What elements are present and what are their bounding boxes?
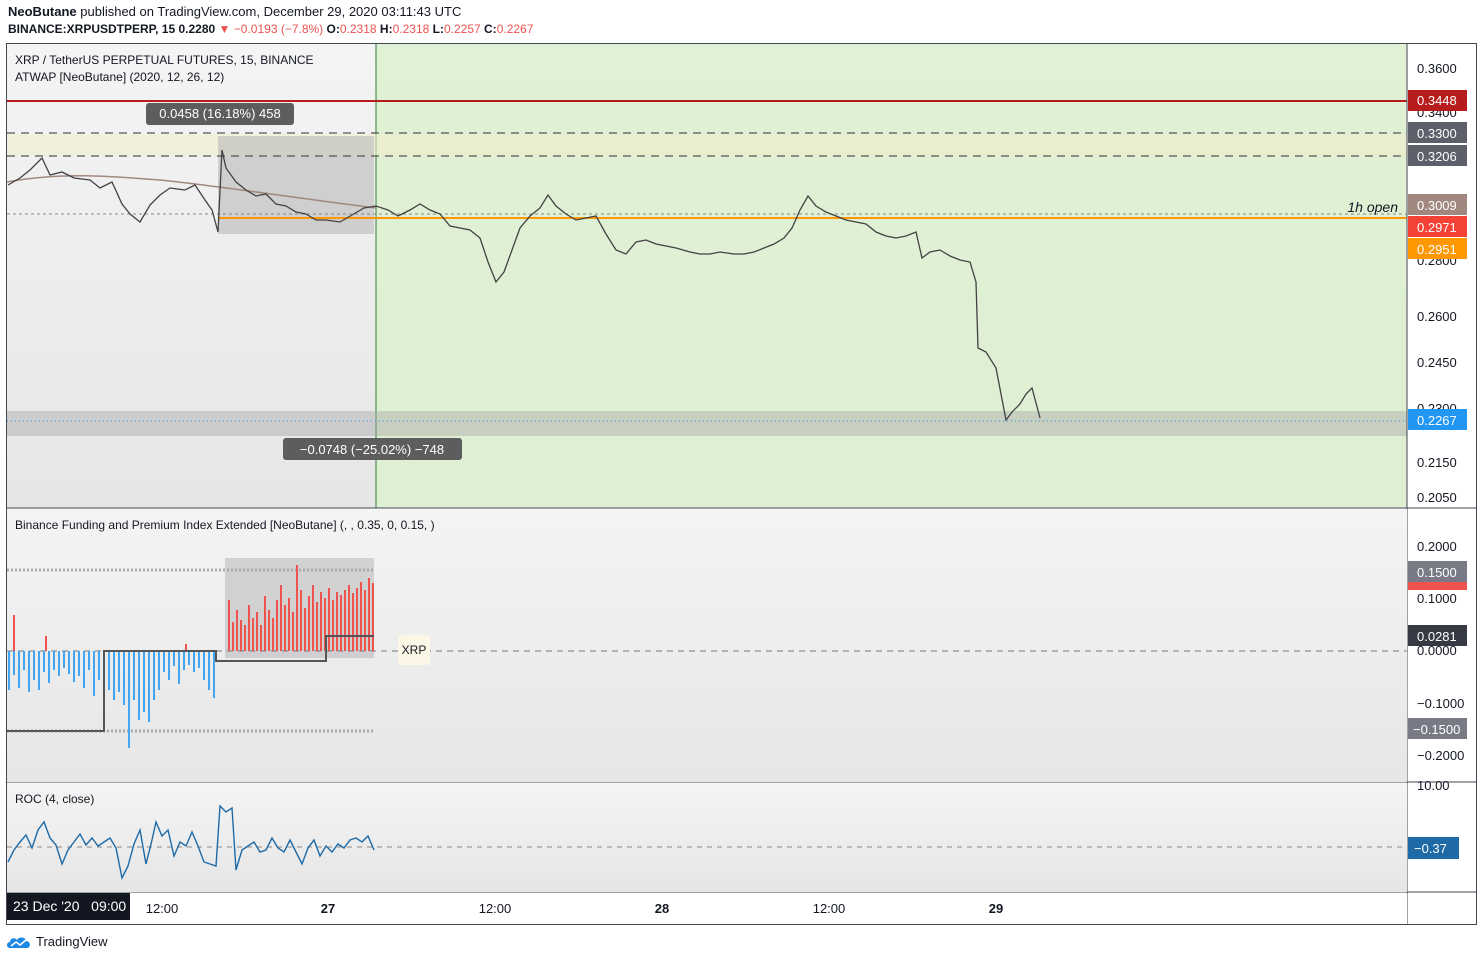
funding-legend[interactable]: Binance Funding and Premium Index Extend…	[15, 518, 435, 532]
time-axis-label: 28	[655, 901, 669, 916]
published-text: published on TradingView.com, December 2…	[80, 4, 462, 19]
measure-label-bottom-bg	[283, 438, 462, 460]
price-axis-label: 0.2450	[1417, 355, 1457, 370]
last-price: 0.2280	[178, 22, 216, 36]
open-value: 0.2318	[339, 22, 377, 36]
price-candles	[7, 149, 1041, 422]
price-axis-label: 0.3600	[1417, 61, 1457, 76]
symbol-tag-bg[interactable]	[398, 635, 430, 665]
roc-badge: −0.37	[1414, 841, 1447, 856]
funding-badge-bg	[1408, 561, 1467, 582]
funding-red-marker	[1408, 580, 1467, 590]
funding-badge: −0.1500	[1413, 722, 1460, 737]
measure-box-top	[218, 136, 374, 234]
roc-pane-background	[7, 783, 1407, 892]
price-badge-bg	[1408, 194, 1467, 215]
roc-legend[interactable]: ROC (4, close)	[15, 792, 95, 806]
funding-badge: 0.1500	[1417, 565, 1457, 580]
price-badge: 0.2951	[1417, 242, 1457, 257]
funding-badge-bg	[1408, 625, 1467, 646]
close-value: 0.2267	[496, 22, 534, 36]
resistance-band	[7, 134, 1407, 156]
time-axis-background[interactable]	[7, 893, 1407, 924]
low-value: 0.2257	[443, 22, 481, 36]
publish-info: NeoButane published on TradingView.com, …	[8, 4, 461, 19]
funding-axis-label: 0.2000	[1417, 539, 1457, 554]
time-cursor-label: 23 Dec '20 09:00	[13, 898, 126, 914]
price-badge-bg	[1408, 90, 1467, 111]
funding-axis-label: −0.2000	[1417, 748, 1464, 763]
funding-badge: 0.0281	[1417, 629, 1457, 644]
price-change: −0.0193 (−7.8%)	[233, 22, 324, 36]
current-range-band	[7, 411, 1407, 436]
price-axis-label: 0.2150	[1417, 455, 1457, 470]
funding-positive-bars	[13, 565, 374, 651]
low-label: L:	[432, 22, 444, 36]
price-badge: 0.3009	[1417, 198, 1457, 213]
price-badge: 0.3300	[1417, 126, 1457, 141]
roc-badge-bg	[1408, 837, 1459, 859]
funding-negative-bars	[8, 651, 215, 748]
close-label: C:	[484, 22, 497, 36]
price-badge-bg	[1408, 122, 1467, 143]
atwap-legend[interactable]: ATWAP [NeoButane] (2020, 12, 26, 12)	[15, 70, 225, 84]
highlight-zone	[376, 44, 1407, 508]
atwap-line	[6, 174, 377, 209]
price-badge-bg	[1408, 238, 1467, 259]
funding-badge-bg	[1408, 718, 1467, 739]
roc-axis-label: 10.00	[1417, 778, 1450, 793]
funding-axis-label: −0.1000	[1417, 696, 1464, 711]
high-label: H:	[379, 22, 393, 36]
funding-pane-background	[7, 509, 1407, 782]
time-axis-label: 12:00	[813, 901, 846, 916]
time-axis-label: 29	[989, 901, 1003, 916]
open-label: O:	[326, 22, 340, 36]
price-badge: 0.3206	[1417, 149, 1457, 164]
time-axis-label: 12:00	[479, 901, 512, 916]
time-axis-label: 12:00	[146, 901, 179, 916]
funding-highlight-box	[225, 558, 374, 658]
author-name[interactable]: NeoButane	[8, 4, 77, 19]
symbol-info: BINANCE:XRPUSDTPERP, 15 0.2280 ▼ −0.0193…	[8, 22, 533, 36]
funding-axis-label: 0.1000	[1417, 591, 1457, 606]
price-badge: 0.2971	[1417, 220, 1457, 235]
price-badge: 0.3448	[1417, 93, 1457, 108]
price-badge-bg	[1408, 409, 1467, 430]
tradingview-logo[interactable]: TradingView	[6, 934, 108, 949]
measure-label-bottom: −0.0748 (−25.02%) −748	[300, 442, 444, 457]
measure-label-top: 0.0458 (16.18%) 458	[159, 106, 280, 121]
funding-axis-label: 0.0000	[1417, 643, 1457, 658]
roc-line	[7, 804, 375, 881]
main-pane-title: XRP / TetherUS PERPETUAL FUTURES, 15, BI…	[15, 53, 314, 67]
funding-step-line	[7, 635, 374, 732]
price-axis-label: 0.2050	[1417, 490, 1457, 505]
price-badge: 0.2267	[1417, 413, 1457, 428]
price-axis-label: 0.2600	[1417, 309, 1457, 324]
symbol-tag[interactable]: XRP	[402, 643, 427, 657]
symbol-label: BINANCE:XRPUSDTPERP, 15	[8, 22, 176, 36]
time-cursor-bg	[7, 893, 130, 920]
down-arrow-icon: ▼	[218, 22, 231, 36]
open-label: 1h open	[1347, 199, 1398, 215]
measure-label-top-bg	[146, 103, 294, 125]
chart-frame	[6, 43, 1477, 925]
high-value: 0.2318	[392, 22, 430, 36]
time-axis-label: 27	[321, 901, 335, 916]
price-badge-bg	[1408, 216, 1467, 237]
price-badge-bg	[1408, 145, 1467, 166]
cloud-logo-icon	[7, 936, 30, 948]
brand-name: TradingView	[36, 934, 108, 949]
